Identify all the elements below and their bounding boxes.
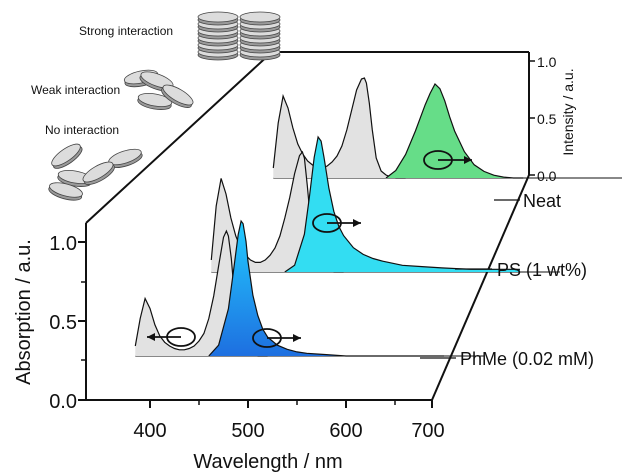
disc-top: [239, 11, 281, 23]
indicator-arrowhead: [353, 219, 361, 227]
series-label-ps: PS (1 wt%): [497, 260, 587, 280]
emission-area: [208, 221, 444, 356]
x-tick-label: 400: [133, 420, 166, 442]
x-tick-label: 600: [329, 420, 362, 442]
disc-top: [82, 161, 114, 183]
y-tick-label-right: 1.0: [537, 54, 557, 70]
disc: [48, 182, 83, 201]
y-tick-label-right: 0.0: [537, 168, 557, 184]
emission-line: [284, 135, 520, 273]
series-neat: [272, 77, 622, 179]
series-labels: Neat PS (1 wt%) PhMe (0.02 mM): [420, 191, 594, 369]
disc: [197, 11, 239, 26]
series-ps: [210, 135, 560, 273]
interaction-legend: Strong interaction Weak interaction No i…: [31, 11, 281, 201]
disc: [239, 11, 281, 26]
disc-top: [51, 143, 81, 167]
y-tick-label-left: 0.5: [49, 312, 77, 334]
disc-top: [49, 182, 83, 198]
disc-top: [137, 92, 173, 108]
emission-area: [284, 137, 520, 272]
indicator-arrowhead: [464, 156, 472, 164]
y-tick-label-left: 1.0: [49, 233, 77, 255]
disc: [82, 161, 115, 185]
legend-strong-interaction: Strong interaction: [79, 24, 173, 38]
x-tick-label: 500: [231, 420, 264, 442]
indicator-arrowhead: [147, 333, 155, 341]
disc-top: [197, 11, 239, 23]
y-axis-title-left: Absorption / a.u.: [13, 239, 35, 385]
x-tick-labels: 400 500 600 700: [133, 420, 444, 442]
bottom-right-depth-edge: [431, 174, 530, 401]
disc-illustrations: [48, 11, 281, 201]
disc: [51, 143, 83, 169]
series-label-phme: PhMe (0.02 mM): [460, 349, 594, 369]
y-tick-labels-right: 0.0 0.5 1.0: [537, 54, 557, 184]
x-tick-label: 700: [411, 420, 444, 442]
y-tick-labels-left: 0.0 0.5 1.0: [49, 233, 77, 413]
legend-no-interaction: No interaction: [45, 123, 119, 137]
absorption-area: [273, 78, 406, 178]
y-tick-label-right: 0.5: [537, 111, 557, 127]
disc-top: [162, 84, 194, 106]
y-tick-label-left: 0.0: [49, 391, 77, 413]
series-label-neat: Neat: [523, 191, 561, 211]
absorption-line: [272, 77, 406, 179]
indicator-arrowhead: [293, 334, 301, 342]
x-axis-title: Wavelength / nm: [193, 451, 342, 473]
legend-weak-interaction: Weak interaction: [31, 83, 120, 97]
disc: [137, 92, 173, 110]
emission-line: [385, 83, 524, 179]
y-axis-title-right: Intensity / a.u.: [560, 68, 576, 155]
disc: [161, 84, 194, 108]
axis-ticks: [78, 60, 535, 408]
axis-indicators: [147, 150, 472, 348]
